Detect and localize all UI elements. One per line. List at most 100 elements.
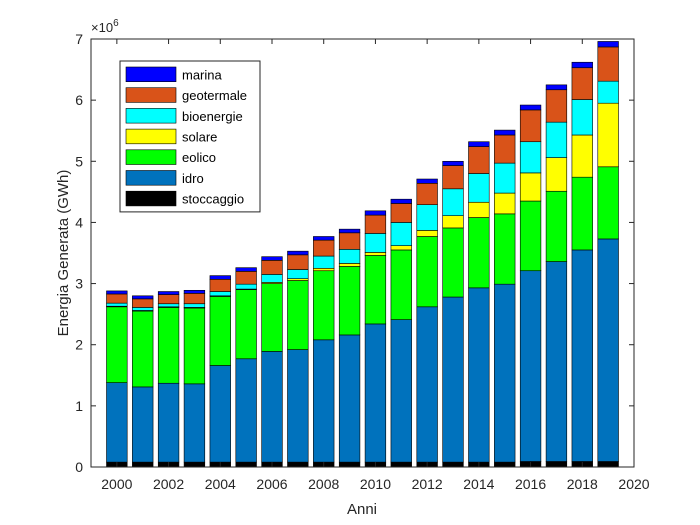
bar-marina-2002	[157, 291, 180, 295]
bar-stoccaggio-2017	[545, 461, 568, 468]
bar-idro-2004	[209, 365, 231, 463]
x-tick-label-2008: 2008	[308, 476, 339, 492]
bar-geotermale-2011	[390, 203, 412, 223]
bar-stoccaggio-2011	[390, 461, 412, 468]
bar-stoccaggio-2015	[494, 461, 516, 468]
legend-swatch-idro	[125, 170, 177, 186]
bar-eolico-2004	[209, 296, 231, 366]
bar-geotermale-2010	[364, 214, 387, 234]
x-tick-label-2000: 2000	[101, 476, 132, 492]
bar-geotermale-2016	[519, 109, 542, 143]
bar-idro-2009	[338, 334, 361, 463]
x-tick-label-2010: 2010	[360, 476, 391, 492]
bar-solare-2018	[571, 134, 593, 178]
bar-eolico-2019	[597, 166, 619, 240]
bar-eolico-2011	[390, 249, 412, 320]
bar-idro-2018	[571, 249, 593, 462]
bar-eolico-2016	[519, 200, 542, 272]
legend-label-marina: marina	[182, 67, 223, 82]
bar-marina-2012	[416, 178, 438, 184]
bar-geotermale-2005	[235, 271, 257, 285]
bar-bioenergie-2011	[390, 222, 412, 246]
axes-box	[90, 38, 635, 468]
bar-geotermale-2014	[468, 146, 490, 174]
bar-marina-2006	[261, 256, 283, 261]
legend-label-bioenergie: bioenergie	[182, 109, 243, 124]
bar-geotermale-2015	[494, 134, 516, 164]
bar-idro-2014	[468, 287, 490, 463]
bar-idro-2015	[494, 283, 516, 463]
x-tick-label-2016: 2016	[515, 476, 546, 492]
bar-idro-2017	[545, 261, 568, 462]
bars-group	[106, 41, 619, 468]
bar-solare-2015	[494, 192, 516, 215]
bar-eolico-2008	[313, 270, 335, 341]
legend: marina geotermale bioenergie solare eolico id…	[119, 60, 261, 213]
y-tick-label-6: 6	[75, 92, 83, 108]
bar-bioenergie-2013	[442, 188, 464, 217]
bar-idro-2005	[235, 358, 257, 463]
bar-bioenergie-2001	[132, 307, 154, 311]
bar-bioenergie-2015	[494, 162, 516, 194]
bar-eolico-2017	[545, 190, 568, 262]
bar-geotermale-2002	[157, 294, 180, 305]
bar-solare-2016	[519, 172, 542, 202]
legend-swatch-eolico	[125, 149, 177, 165]
bar-solare-2008	[313, 267, 335, 272]
bar-marina-2009	[338, 228, 361, 234]
legend-label-solare: solare	[182, 129, 217, 144]
bar-eolico-2014	[468, 217, 490, 289]
bar-solare-2019	[597, 102, 619, 168]
x-tick-label-2004: 2004	[205, 476, 236, 492]
bar-marina-2016	[519, 104, 542, 111]
x-tick-label-2014: 2014	[463, 476, 494, 492]
bar-eolico-2003	[183, 307, 206, 385]
bar-idro-2001	[132, 386, 154, 463]
bar-eolico-2009	[338, 266, 361, 336]
bar-eolico-2001	[132, 310, 154, 388]
bar-bioenergie-2010	[364, 233, 387, 253]
bar-bioenergie-2014	[468, 173, 490, 203]
bar-geotermale-2009	[338, 232, 361, 250]
bar-marina-2010	[364, 210, 387, 216]
bar-marina-2019	[597, 41, 619, 48]
bar-bioenergie-2004	[209, 291, 231, 297]
legend-swatch-marina	[125, 66, 177, 82]
bar-solare-2012	[416, 230, 438, 237]
bar-eolico-2018	[571, 176, 593, 251]
legend-swatch-bioenergie	[125, 108, 177, 124]
bar-bioenergie-2016	[519, 141, 542, 174]
bar-eolico-2005	[235, 289, 257, 360]
bar-stoccaggio-2013	[442, 461, 464, 468]
legend-label-stoccaggio: stoccaggio	[182, 192, 244, 207]
bar-marina-2015	[494, 129, 516, 136]
bar-geotermale-2001	[132, 298, 154, 308]
legend-swatch-solare	[125, 128, 177, 145]
bar-bioenergie-2000	[106, 302, 128, 307]
bar-solare-2011	[390, 245, 412, 251]
bar-bioenergie-2019	[597, 80, 619, 104]
bar-solare-2009	[338, 263, 361, 267]
y-tick-label-0: 0	[75, 459, 83, 475]
bar-stoccaggio-2019	[597, 461, 619, 468]
bar-marina-2017	[545, 84, 568, 91]
x-tick-label-2002: 2002	[153, 476, 184, 492]
axes-group	[90, 38, 635, 468]
bar-idro-2019	[597, 238, 619, 462]
bar-marina-2014	[468, 141, 490, 147]
bar-stoccaggio-2003	[183, 461, 206, 468]
y-axis-label: Energia Generata (GWh)	[55, 170, 72, 337]
y-tick-label-3: 3	[75, 276, 83, 292]
bar-stoccaggio-2001	[132, 461, 154, 468]
bar-bioenergie-2005	[235, 283, 257, 290]
bar-bioenergie-2018	[571, 99, 593, 136]
bar-eolico-2010	[364, 255, 387, 325]
legend-swatch-stoccaggio	[125, 190, 177, 207]
bar-marina-2018	[571, 61, 593, 69]
bar-eolico-2007	[287, 280, 309, 350]
bar-eolico-2000	[106, 306, 128, 383]
bar-stoccaggio-2005	[235, 461, 257, 468]
bar-marina-2013	[442, 160, 464, 166]
bar-geotermale-2007	[287, 254, 309, 270]
